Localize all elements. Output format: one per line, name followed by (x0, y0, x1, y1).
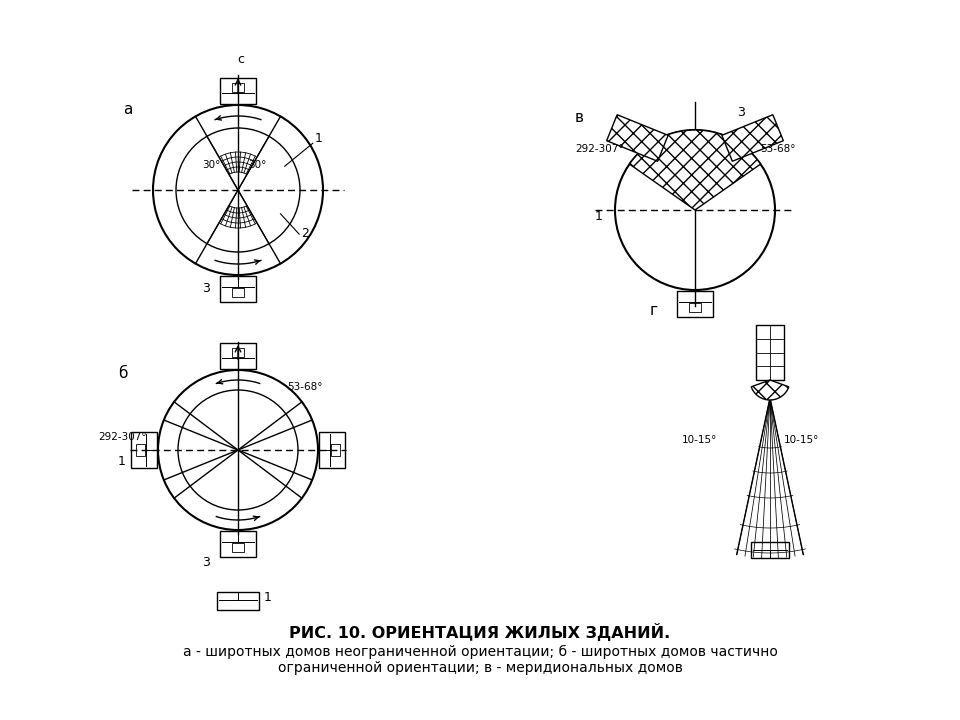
Text: а: а (123, 102, 132, 117)
Text: 3: 3 (202, 282, 210, 295)
Text: б: б (118, 366, 128, 381)
Text: 1: 1 (315, 132, 323, 145)
Text: 30°: 30° (248, 160, 266, 170)
Text: 292-307°: 292-307° (575, 145, 624, 154)
Text: г: г (650, 303, 659, 318)
Text: 292-307°: 292-307° (98, 432, 147, 442)
Text: 3: 3 (202, 556, 210, 569)
Text: 30°: 30° (202, 160, 221, 170)
Text: 53-68°: 53-68° (760, 145, 796, 154)
Text: 1: 1 (595, 210, 603, 222)
Polygon shape (752, 380, 789, 400)
Text: 10-15°: 10-15° (784, 435, 820, 445)
Text: в: в (575, 110, 584, 125)
Text: 53-68°: 53-68° (288, 382, 324, 392)
Text: с: с (237, 53, 245, 66)
Text: 1: 1 (264, 591, 272, 604)
Text: РИС. 10. ОРИЕНТАЦИЯ ЖИЛЫХ ЗДАНИЙ.: РИС. 10. ОРИЕНТАЦИЯ ЖИЛЫХ ЗДАНИЙ. (289, 623, 671, 641)
Text: 1: 1 (118, 455, 126, 468)
Text: 10-15°: 10-15° (682, 435, 717, 445)
Text: а - широтных домов неограниченной ориентации; б - широтных домов частично
ограни: а - широтных домов неограниченной ориент… (182, 645, 778, 675)
Polygon shape (607, 114, 668, 161)
Text: 3: 3 (736, 106, 744, 119)
Polygon shape (722, 114, 783, 161)
Polygon shape (630, 130, 760, 210)
Text: 2: 2 (300, 227, 309, 240)
